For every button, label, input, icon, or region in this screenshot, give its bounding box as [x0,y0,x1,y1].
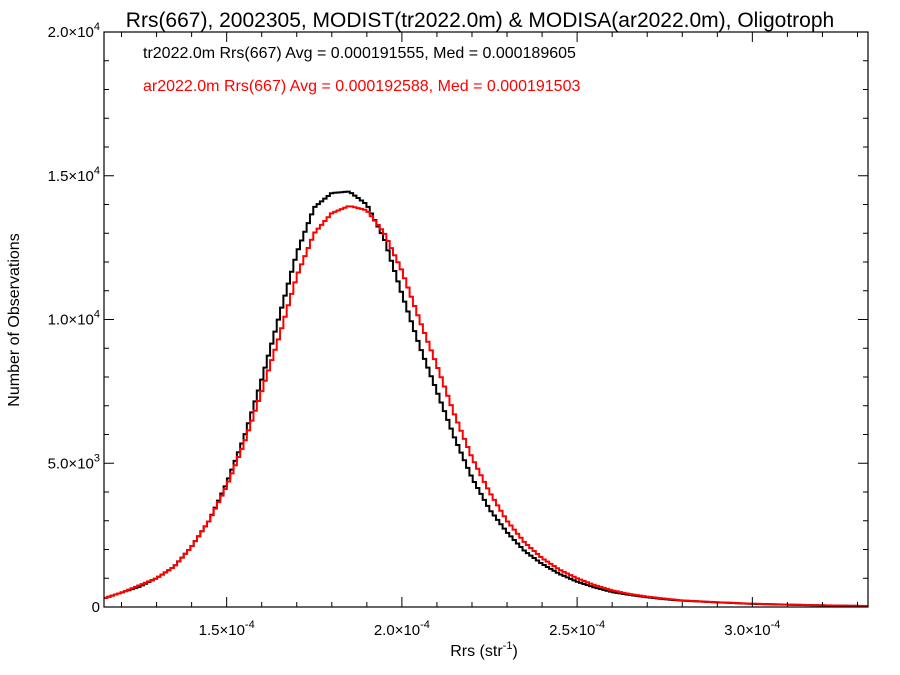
legend-entry-black: tr2022.0m Rrs(667) Avg = 0.000191555, Me… [143,45,576,62]
legend: tr2022.0m Rrs(667) Avg = 0.000191555, Me… [143,45,580,95]
y-tick-label: 1.5×104 [48,165,100,185]
series-line-black [104,190,868,608]
y-tick-label: 2.0×104 [48,21,100,41]
plot-frame [103,31,869,608]
x-axis-title: Rrs (str-1) [450,640,518,660]
x-axis-title-close: ) [512,643,517,660]
x-axis-title-exponent: -1 [503,640,513,652]
series-line-red [104,205,868,607]
legend-entry-red: ar2022.0m Rrs(667) Avg = 0.000192588, Me… [143,78,580,95]
x-axis-title-base: Rrs (str [450,643,503,660]
x-tick-label: 3.0×10-4 [724,619,780,639]
chart-title: Rrs(667), 2002305, MODIST(tr2022.0m) & M… [126,9,834,32]
x-tick-label: 2.0×10-4 [374,619,430,639]
plot-area: 1.5×10-4 2.0×10-4 2.5×10-4 3.0×10-4 0 5.0×103… [48,21,869,639]
ticks-layer: 1.5×10-4 2.0×10-4 2.5×10-4 3.0×10-4 0 5.0×103… [48,21,868,639]
x-tick-label: 2.5×10-4 [549,619,605,639]
y-axis-title: Number of Observations [6,233,23,406]
y-tick-label: 5.0×103 [48,452,100,472]
y-tick-label: 1.0×104 [48,309,100,329]
y-tick-label: 0 [92,599,100,616]
series-layer [104,190,868,608]
x-tick-label: 1.5×10-4 [199,619,255,639]
